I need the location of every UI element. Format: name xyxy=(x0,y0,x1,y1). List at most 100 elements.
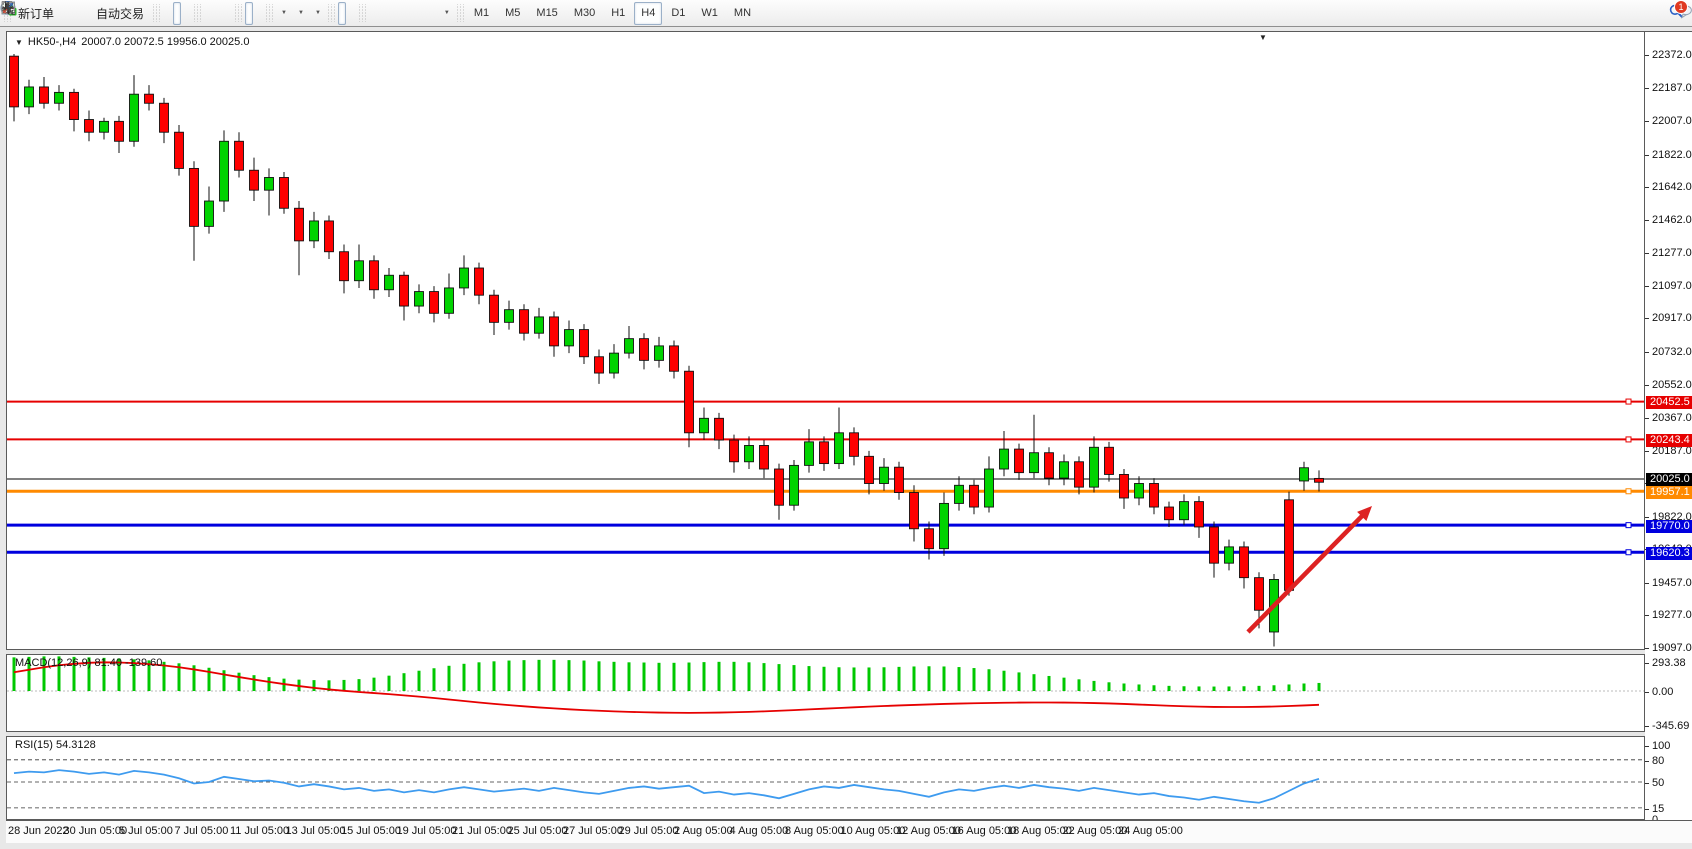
candle xyxy=(384,274,394,291)
text-label-button[interactable]: T xyxy=(1,2,437,25)
axis-tick: 21097.0 xyxy=(1645,280,1692,292)
toolbar-grip[interactable] xyxy=(194,4,202,22)
line-chart-button[interactable] xyxy=(2,2,191,25)
tile-windows-button[interactable] xyxy=(1,1,232,25)
horizontal-line-button[interactable] xyxy=(2,2,387,25)
price-axis[interactable]: 22372.0 22187.0 22007.0 21822.0 21642.0 21462… xyxy=(1645,31,1692,826)
date-label: 10 Aug 05:00 xyxy=(840,825,906,837)
axis-tick: 0.00 xyxy=(1645,686,1692,698)
toolbar-grip[interactable] xyxy=(235,4,243,22)
candle xyxy=(429,291,439,314)
candlestick-chart[interactable] xyxy=(7,32,1644,649)
date-label: 24 Aug 05:00 xyxy=(1118,825,1183,837)
trendline-button[interactable] xyxy=(2,2,397,25)
horizontal-lines[interactable] xyxy=(7,398,1644,556)
candle xyxy=(759,445,769,470)
rsi-chart[interactable] xyxy=(7,737,1644,819)
svg-text:T: T xyxy=(5,4,11,14)
tf-M30-button[interactable]: M30 xyxy=(573,7,596,19)
candle xyxy=(459,267,469,289)
candle xyxy=(1044,452,1054,479)
signals-button[interactable] xyxy=(0,2,90,25)
date-label: 13 Jul 05:00 xyxy=(285,825,346,837)
tf-H1-button[interactable]: H1 xyxy=(611,7,626,19)
crosshair-button[interactable] xyxy=(2,2,356,25)
candle xyxy=(669,345,679,372)
trend-arrow-annotation[interactable] xyxy=(1246,506,1372,634)
candle xyxy=(534,316,544,334)
candle xyxy=(804,441,814,466)
indicators-button[interactable]: ▼ xyxy=(1,1,291,25)
candle xyxy=(864,455,874,484)
macd-panel[interactable]: MACD(12,26,9) 81.40 -139.60 xyxy=(6,654,1645,732)
templates-button[interactable]: ▼ xyxy=(1,2,325,25)
notification-badge: 1 xyxy=(1674,0,1688,14)
rsi-panel[interactable]: RSI(15) 54.3128 xyxy=(6,736,1645,820)
tf-H4-button[interactable]: H4 xyxy=(634,1,663,25)
zoom-in-button[interactable] xyxy=(1,1,212,25)
candle xyxy=(999,448,1009,470)
date-label: 4 Aug 05:00 xyxy=(729,825,789,837)
fibonacci-button[interactable]: F xyxy=(2,2,417,25)
toolbar-grip[interactable] xyxy=(358,4,366,22)
macd-chart[interactable] xyxy=(7,655,1644,731)
axis-tick: 20732.0 xyxy=(1645,346,1692,358)
periods-button[interactable]: ▼ xyxy=(1,1,308,25)
panel-splitter[interactable] xyxy=(6,732,1645,736)
axis-tick: 19277.0 xyxy=(1645,609,1692,621)
equidistant-channel-button[interactable]: E xyxy=(1,2,407,25)
toolbar-grip[interactable] xyxy=(456,4,464,22)
profile-button[interactable] xyxy=(1,1,80,25)
toolbar-group xyxy=(2,0,357,27)
candle xyxy=(819,441,829,465)
axis-tick: 21822.0 xyxy=(1645,149,1692,161)
toolbar-group xyxy=(2,0,264,27)
axis-tick: 19457.0 xyxy=(1645,577,1692,589)
candle xyxy=(1074,461,1084,488)
candle xyxy=(114,120,124,142)
axis-tick: 21462.0 xyxy=(1645,214,1692,226)
tf-M15-button[interactable]: M15 xyxy=(536,7,558,19)
toolbar-group xyxy=(2,0,192,27)
bar-chart-button[interactable] xyxy=(2,2,171,25)
date-label: 8 Aug 05:00 xyxy=(785,825,844,837)
notifications-button[interactable]: 1 xyxy=(1674,0,1692,25)
toolbar-grip[interactable] xyxy=(327,4,335,22)
candle xyxy=(1014,448,1024,474)
tf-D1-button[interactable]: D1 xyxy=(671,7,686,19)
cursor-button[interactable] xyxy=(5,1,346,25)
candle xyxy=(969,484,979,508)
candle xyxy=(1239,546,1249,579)
autotrade-button[interactable]: 自动交易 xyxy=(1,1,150,25)
main-chart-panel[interactable]: ▼ HK50-,H4 20007.0 20072.5 19956.0 20025… xyxy=(6,31,1645,650)
tf-M1-button[interactable]: M1 xyxy=(473,7,490,19)
candle xyxy=(909,492,919,530)
chart-shift-marker-icon[interactable]: ▼ xyxy=(1259,33,1267,42)
candle xyxy=(504,309,514,323)
vertical-line-button[interactable] xyxy=(7,2,377,25)
tf-W1-button[interactable]: W1 xyxy=(701,7,718,19)
tf-MN-button[interactable]: MN xyxy=(733,7,752,19)
candlestick-chart-button[interactable] xyxy=(2,1,182,25)
toolbar-grip[interactable] xyxy=(153,4,161,22)
axis-tick: 20367.0 xyxy=(1645,412,1692,424)
styles-button[interactable] xyxy=(2,1,70,25)
chart-shift-button[interactable] xyxy=(2,2,263,25)
new-order-button[interactable]: 新订单 xyxy=(2,1,60,25)
toolbar-grip[interactable] xyxy=(266,4,274,22)
panel-splitter[interactable] xyxy=(6,650,1645,654)
arrows-button[interactable]: ▼ xyxy=(3,2,454,25)
candle xyxy=(324,220,334,253)
candle xyxy=(399,274,409,307)
macd-signal-line xyxy=(13,661,1320,714)
time-axis[interactable]: 28 Jun 2022 30 Jun 05:00 5 Jul 05:00 7 Jul … xyxy=(6,820,1692,843)
text-button[interactable]: A xyxy=(3,2,427,25)
tf-M5-button[interactable]: M5 xyxy=(505,7,521,19)
candle xyxy=(519,309,529,334)
zoom-out-button[interactable] xyxy=(1,1,222,25)
auto-scroll-button[interactable] xyxy=(2,1,254,25)
candle xyxy=(1149,483,1159,508)
candle xyxy=(309,220,319,242)
candle xyxy=(729,439,739,463)
chart-expander-icon[interactable]: ▼ xyxy=(15,37,23,47)
